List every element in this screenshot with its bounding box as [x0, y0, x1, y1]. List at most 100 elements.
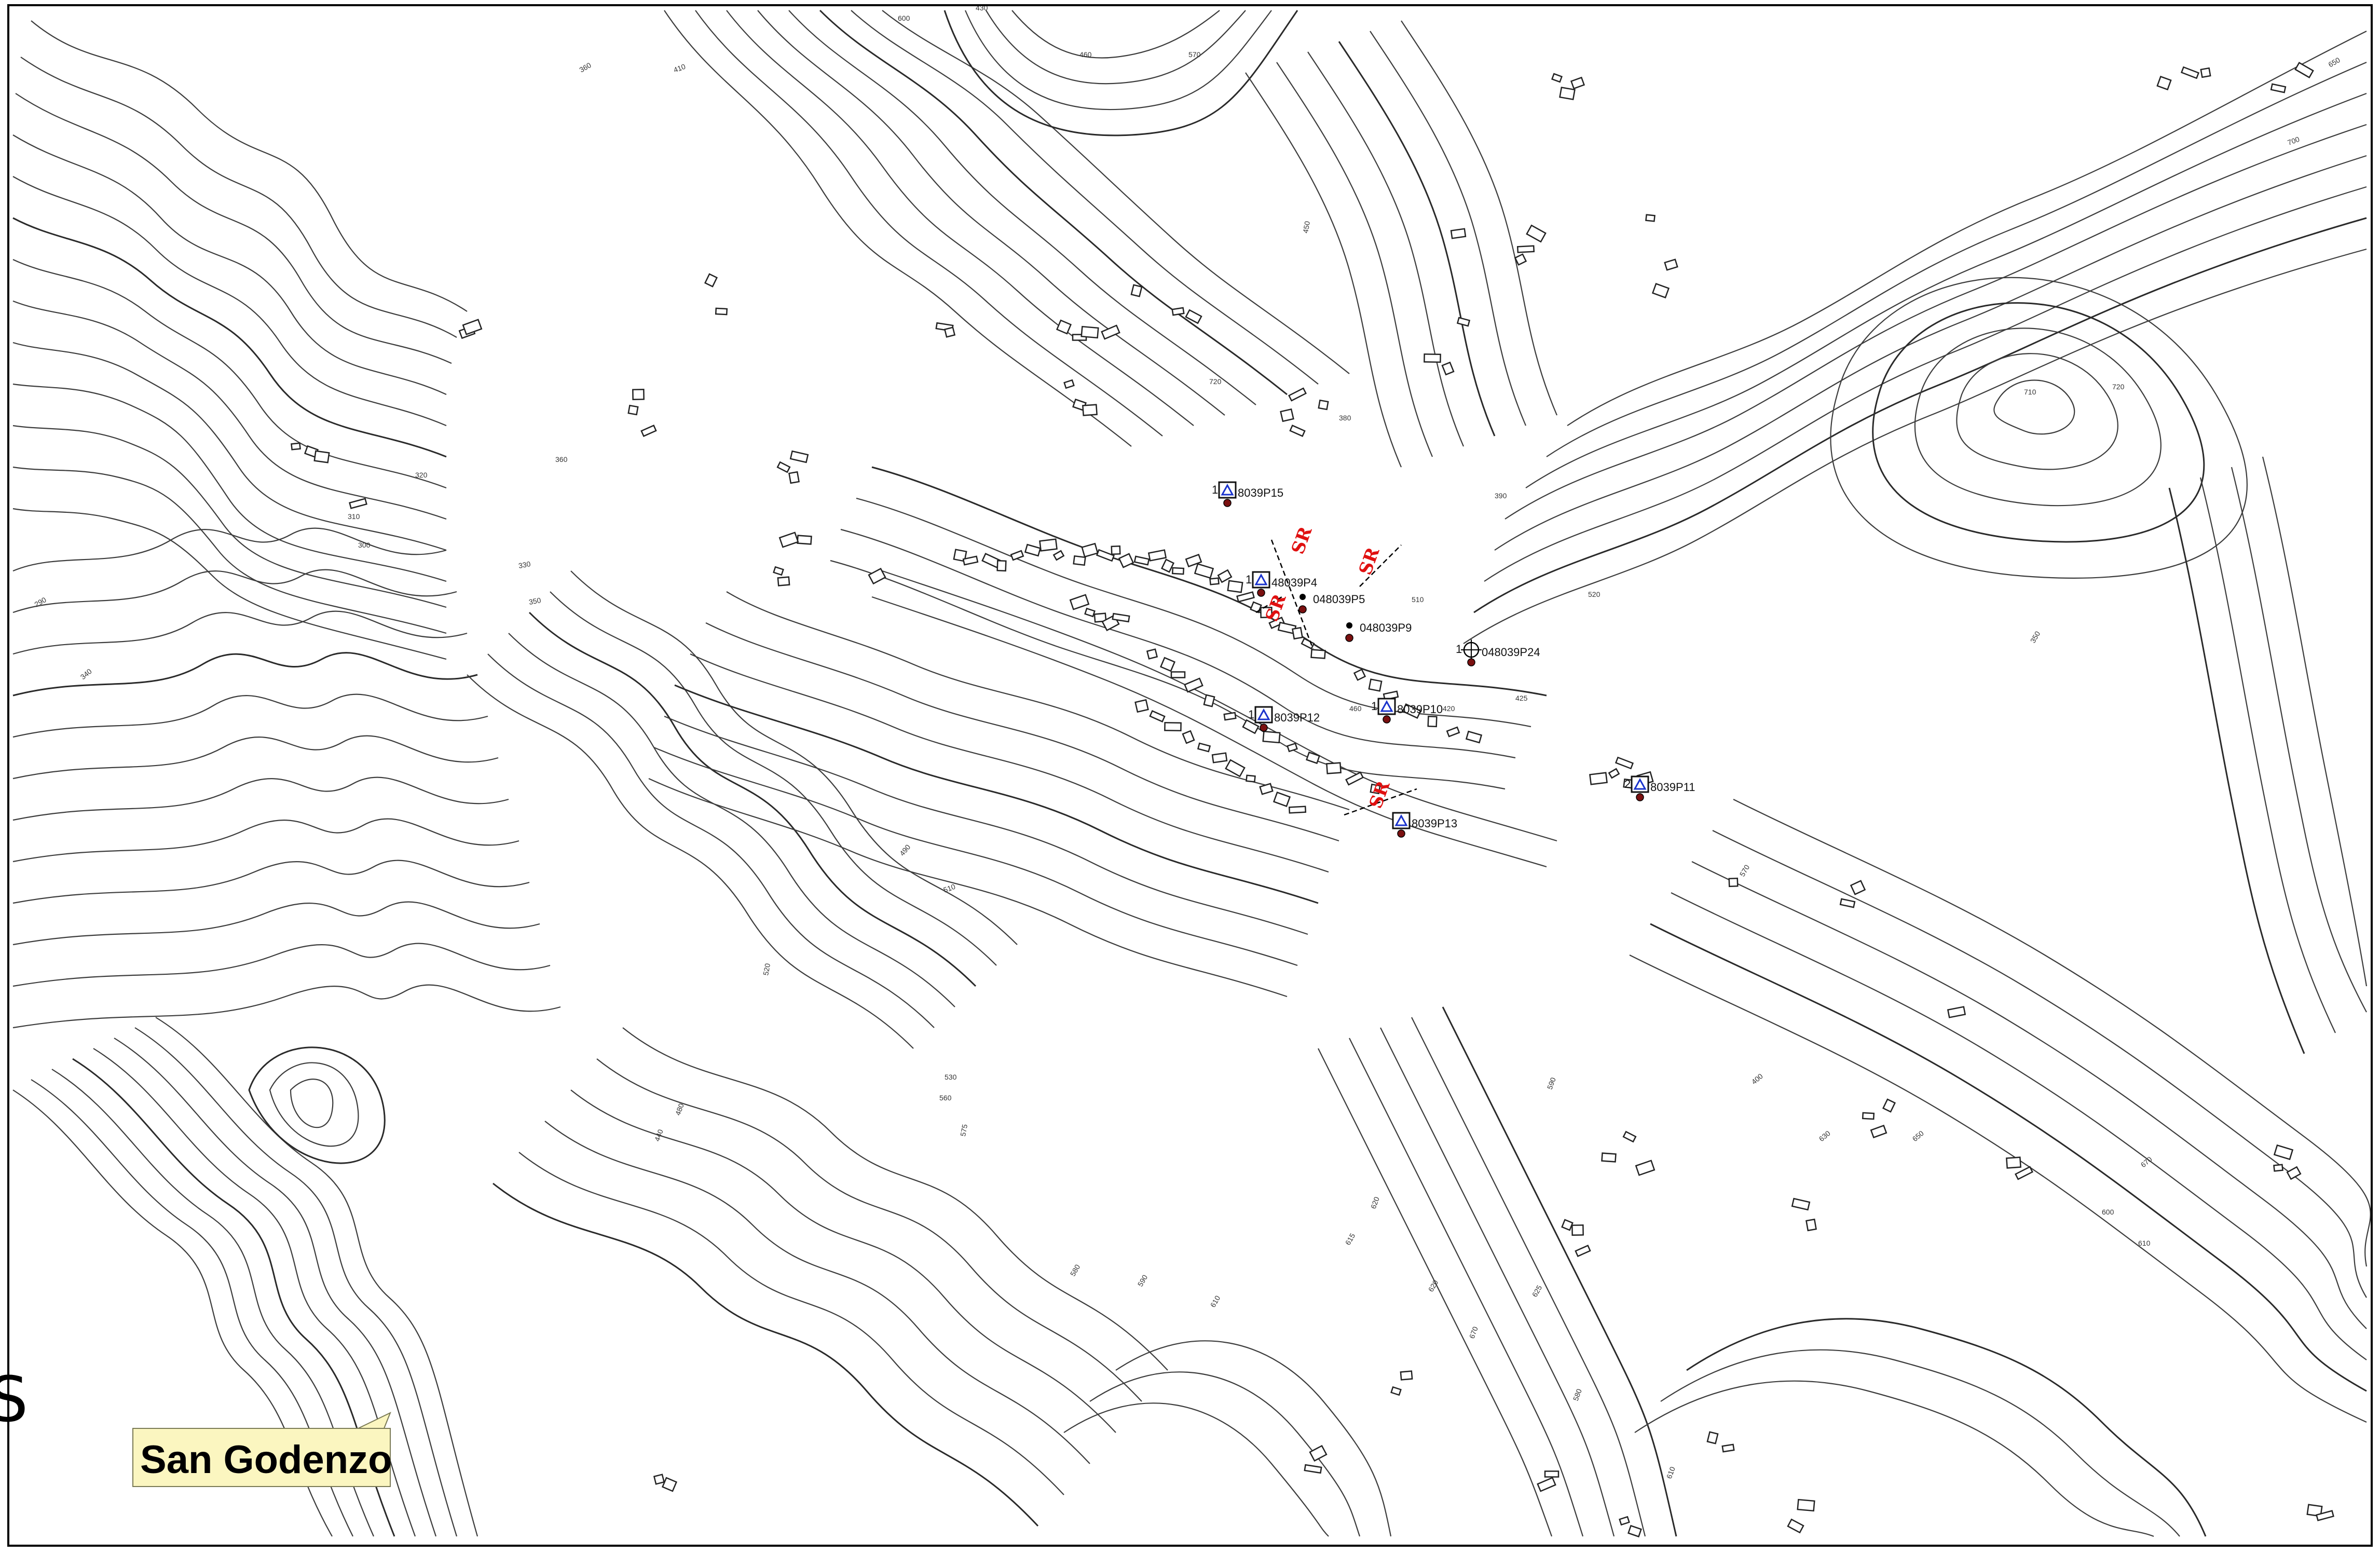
building-footprint [1185, 309, 1202, 324]
point-prefix: 2 [1624, 778, 1631, 790]
building-footprint [1370, 783, 1381, 795]
elevation-label: 510 [1412, 595, 1424, 604]
building-footprint [1400, 1370, 1413, 1381]
elevation-label: 560 [939, 1094, 952, 1102]
building-footprint [2015, 1166, 2033, 1180]
building-footprint [1345, 771, 1364, 786]
building-footprint [2273, 1164, 2283, 1172]
building-footprint [1259, 783, 1274, 795]
elevation-label: 575 [959, 1124, 969, 1137]
building-footprint [1288, 806, 1307, 814]
location-callout: San Godenzo [132, 1411, 392, 1487]
location-name: San Godenzo [140, 1438, 392, 1482]
point-prefix: 1 [1212, 483, 1218, 496]
building-footprint [1839, 898, 1856, 908]
building-footprint [1441, 361, 1455, 376]
building-footprint [2273, 1144, 2294, 1161]
measurement-point[interactable]: 1 8039P12 [1248, 706, 1320, 732]
elevation-label: 480 [674, 1102, 686, 1116]
building-footprint [1619, 1516, 1630, 1526]
measurement-point[interactable]: 048039P5 [1298, 593, 1365, 614]
building-footprint [1608, 768, 1620, 779]
building-footprint [1262, 730, 1281, 744]
building-footprint [962, 555, 979, 566]
building-footprint [2316, 1510, 2334, 1521]
point-code: 8039P15 [1238, 486, 1283, 499]
building-footprint [1149, 710, 1166, 723]
building-footprint [1427, 715, 1438, 728]
callout-box [132, 1428, 391, 1487]
building-footprint [1147, 549, 1167, 562]
measurement-point[interactable]: 1 8039P15 [1212, 481, 1283, 507]
elevation-label: 300 [358, 541, 371, 549]
building-footprint [1310, 649, 1326, 659]
elevation-label: 510 [942, 882, 957, 894]
elevation-label: 720 [1209, 377, 1222, 386]
building-footprint [1544, 1470, 1560, 1478]
building-footprint [1787, 1518, 1804, 1534]
building-footprint [1516, 245, 1535, 253]
building-footprint [1063, 379, 1075, 389]
elevation-label: 460 [1079, 50, 1092, 59]
building-footprint [1203, 694, 1215, 707]
section-line [1359, 544, 1402, 587]
building-footprint [704, 273, 718, 288]
building-footprint [1353, 669, 1366, 681]
measurement-point[interactable]: 1 048039P24 [1456, 639, 1540, 666]
building-footprint [640, 425, 657, 437]
section-line [1270, 539, 1314, 649]
elevation-label: 670 [1468, 1325, 1480, 1340]
building-footprint [2200, 67, 2211, 78]
building-footprint [1223, 712, 1237, 721]
building-footprint [1289, 425, 1306, 437]
point-dot [1223, 499, 1232, 507]
measurement-point[interactable]: 1 8039P10 [1371, 698, 1443, 724]
building-footprint [1627, 1524, 1642, 1538]
measurement-point[interactable]: 2 8039P11 [1624, 775, 1695, 801]
building-footprint [789, 450, 809, 464]
measurement-point[interactable]: 8039P13 [1392, 812, 1457, 838]
building-footprint [1304, 1464, 1322, 1474]
building-footprint [1551, 73, 1563, 83]
elevation-label: 330 [518, 560, 531, 570]
point-code: 048039P9 [1360, 621, 1412, 634]
point-code: 8039P13 [1412, 817, 1457, 830]
building-footprint [1589, 772, 1608, 785]
point-icon [1300, 594, 1306, 600]
building-footprint [1287, 742, 1298, 753]
edge-text-fragment: S [0, 1364, 28, 1436]
elevation-label: 570 [1188, 50, 1201, 59]
elevation-label: 600 [898, 14, 910, 22]
building-footprint [2156, 75, 2172, 91]
building-footprint [2286, 1166, 2302, 1180]
measurement-point[interactable]: 048039P9 [1345, 621, 1412, 642]
building-footprint [1301, 637, 1315, 650]
building-footprint [1446, 726, 1460, 738]
elevation-label: 420 [1443, 704, 1455, 713]
elevation-label: 620 [1369, 1195, 1381, 1210]
building-footprint [1368, 678, 1383, 692]
building-footprint [2306, 1504, 2323, 1517]
building-footprint [1197, 742, 1211, 753]
building-footprint [1242, 719, 1260, 734]
building-footprint [1706, 1431, 1719, 1444]
building-footprint [632, 389, 645, 400]
building-footprint [2006, 1156, 2021, 1169]
building-footprint [1664, 258, 1678, 271]
building-footprint [1797, 1498, 1815, 1512]
building-footprint [1227, 580, 1243, 593]
contour-lines [12, 9, 2371, 1537]
building-footprint [1130, 284, 1143, 297]
building-footprint [2180, 66, 2200, 79]
elevation-label: 350 [528, 596, 542, 606]
building-footprint [1069, 594, 1090, 610]
measurement-point[interactable]: 1 48039P4 [1246, 571, 1317, 597]
point-prefix: 1 [1246, 573, 1252, 586]
building-footprint [1082, 404, 1098, 416]
triangle-station-icon [1254, 573, 1268, 585]
building-footprint [1280, 408, 1294, 422]
building-footprint [1160, 558, 1175, 573]
elevation-label: 520 [761, 963, 772, 976]
elevation-label: 390 [1495, 492, 1507, 500]
building-footprint [1112, 612, 1130, 623]
